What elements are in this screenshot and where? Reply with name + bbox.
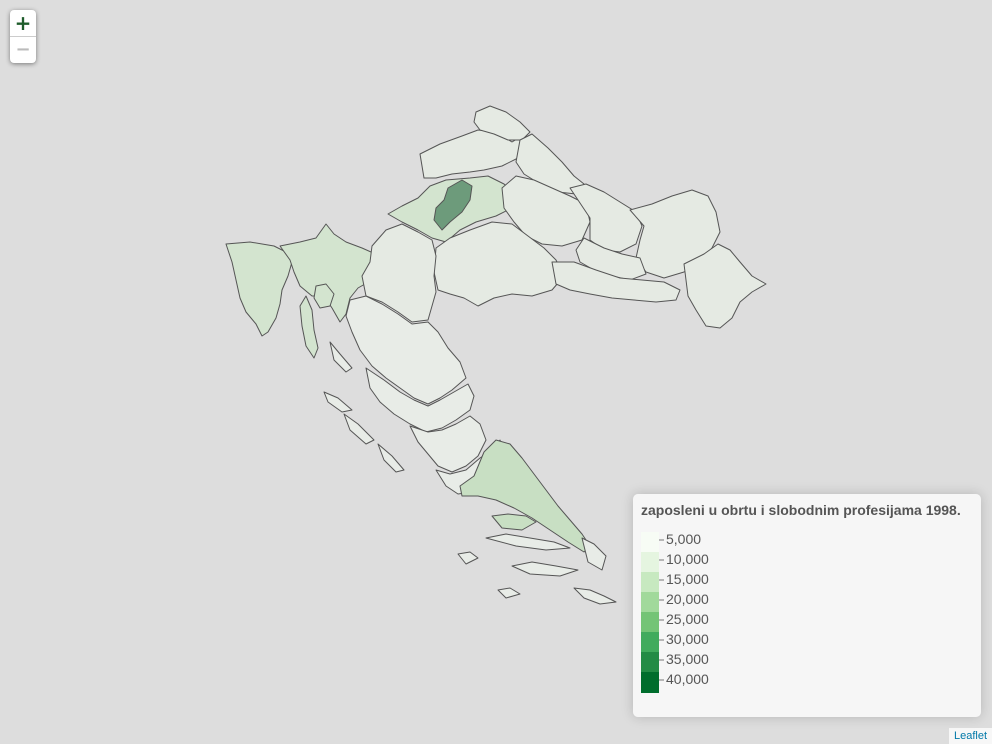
legend-swatch	[641, 592, 659, 613]
legend-label: 5,000	[666, 531, 702, 547]
island-krk[interactable]	[313, 283, 335, 309]
legend-label: 40,000	[666, 671, 709, 687]
region-primorje-gorski-kotar[interactable]	[279, 223, 383, 323]
legend-label: 30,000	[666, 631, 709, 647]
legend-swatch	[641, 572, 659, 593]
region-dubrovnik-tail[interactable]	[581, 537, 607, 571]
legend-swatch	[641, 652, 659, 673]
island-brac[interactable]	[491, 513, 537, 531]
island-kornati[interactable]	[377, 443, 405, 473]
legend-swatch	[641, 532, 659, 553]
region-sibenik-knin[interactable]	[409, 415, 487, 473]
zoom-in-button[interactable]: +	[10, 10, 36, 37]
zoom-out-button[interactable]: −	[15, 39, 31, 60]
region-sisak[interactable]	[433, 221, 565, 307]
region-dubrovnik-neretva[interactable]	[459, 439, 591, 553]
region-istria[interactable]	[225, 241, 293, 337]
legend-label: 20,000	[666, 591, 709, 607]
region-karlovac[interactable]	[361, 223, 437, 323]
region-virovitica[interactable]	[569, 183, 643, 253]
legend-label: 35,000	[666, 651, 709, 667]
island-dugi-otok[interactable]	[343, 413, 375, 445]
legend-color-bar	[641, 532, 664, 693]
legend-label: 15,000	[666, 571, 709, 587]
region-brod-posavina[interactable]	[551, 261, 681, 303]
island-hvar[interactable]	[485, 533, 571, 551]
island-mljet[interactable]	[573, 587, 617, 605]
region-lika-senj[interactable]	[345, 295, 467, 405]
region-city-of-zagreb[interactable]	[433, 179, 473, 231]
region-vukovar-srijem[interactable]	[683, 243, 767, 329]
legend: zaposleni u obrtu i slobodnim profesijam…	[633, 494, 981, 717]
region-zadar[interactable]	[365, 367, 475, 433]
legend-title: zaposleni u obrtu i slobodnim profesijam…	[641, 502, 961, 518]
zoom-control: + −	[10, 10, 36, 63]
island-korcula[interactable]	[511, 561, 579, 577]
attribution-link[interactable]: Leaflet	[948, 728, 992, 744]
legend-swatch	[641, 612, 659, 633]
legend-label: 25,000	[666, 611, 709, 627]
island-vis[interactable]	[457, 551, 479, 565]
island-lastovo[interactable]	[497, 587, 521, 599]
legend-swatch	[641, 552, 659, 573]
island-cres[interactable]	[299, 295, 319, 359]
island-ugljan[interactable]	[323, 391, 353, 413]
legend-label: 10,000	[666, 551, 709, 567]
legend-swatch	[641, 672, 659, 693]
legend-swatch	[641, 632, 659, 653]
island-pag[interactable]	[329, 341, 353, 373]
region-bjelovar[interactable]	[501, 175, 591, 247]
